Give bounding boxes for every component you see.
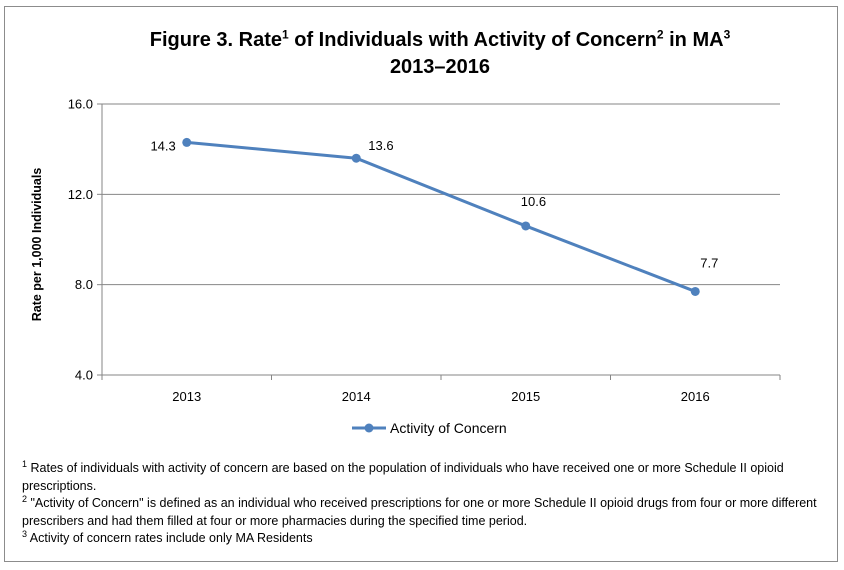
series-line-activity-of-concern bbox=[186, 140, 696, 293]
footnote-mark-1: 1 bbox=[22, 458, 28, 469]
data-labels: 14.3 13.6 10.6 7.7 bbox=[150, 138, 718, 270]
y-axis-title: Rate per 1,000 Individuals bbox=[30, 168, 44, 322]
chart-title: Figure 3. Rate1 of Individuals with Acti… bbox=[120, 28, 760, 52]
y-tick-label-16.0: 16.0 bbox=[68, 97, 93, 112]
x-tick-label-2014: 2014 bbox=[342, 389, 371, 404]
data-label-2015: 10.6 bbox=[521, 194, 546, 209]
footnote-mark-3: 3 bbox=[22, 528, 28, 539]
data-point-2013 bbox=[182, 137, 192, 147]
data-point-2016 bbox=[690, 286, 700, 296]
y-tick-label-4.0: 4.0 bbox=[75, 368, 93, 383]
chart-subtitle-years: 2013–2016 bbox=[389, 56, 491, 78]
legend-marker bbox=[364, 423, 374, 433]
footnote-3: 3 Activity of concern rates include only… bbox=[22, 528, 822, 548]
data-label-2014: 13.6 bbox=[368, 138, 393, 153]
title-footnote-mark-3: 3 bbox=[723, 27, 731, 42]
y-tick-label-12.0: 12.0 bbox=[68, 187, 93, 202]
footnote-text-1: Rates of individuals with activity of co… bbox=[22, 461, 784, 493]
gridlines bbox=[102, 103, 780, 286]
footnote-1: 1 Rates of individuals with activity of … bbox=[22, 458, 822, 495]
legend: Activity of Concern bbox=[352, 420, 507, 436]
legend-label-activity-of-concern: Activity of Concern bbox=[390, 420, 507, 436]
footnotes: 1 Rates of individuals with activity of … bbox=[22, 458, 822, 548]
footnote-text-3: Activity of concern rates include only M… bbox=[27, 531, 313, 545]
footnote-mark-2: 2 bbox=[22, 493, 28, 504]
data-point-2014 bbox=[351, 153, 361, 163]
title-part-3: in MA bbox=[663, 29, 724, 51]
title-footnote-mark-2: 2 bbox=[656, 27, 664, 42]
title-footnote-mark-1: 1 bbox=[282, 27, 289, 42]
x-tick-label-2015: 2015 bbox=[511, 389, 540, 404]
data-label-2013: 14.3 bbox=[150, 138, 175, 153]
footnote-text-2: "Activity of Concern" is defined as an i… bbox=[22, 496, 817, 528]
x-tick-label-2013: 2013 bbox=[172, 389, 201, 404]
title-part-1: Figure 3. Rate bbox=[149, 29, 282, 51]
title-part-2: of Individuals with Activity of Concern bbox=[288, 29, 657, 51]
series-activity-of-concern bbox=[182, 137, 700, 296]
chart-frame bbox=[4, 6, 838, 562]
data-point-2015 bbox=[521, 221, 531, 231]
data-label-2016: 7.7 bbox=[700, 255, 718, 270]
line-chart: 4.0 8.0 12.0 16.0 2013 2014 2015 2016 Rate per 1… bbox=[30, 97, 781, 436]
y-tick-label-8.0: 8.0 bbox=[75, 277, 93, 292]
footnote-2: 2 "Activity of Concern" is defined as an… bbox=[22, 493, 822, 530]
axes: 4.0 8.0 12.0 16.0 2013 2014 2015 2016 Rate per 1… bbox=[30, 97, 781, 404]
x-tick-label-2016: 2016 bbox=[681, 389, 710, 404]
